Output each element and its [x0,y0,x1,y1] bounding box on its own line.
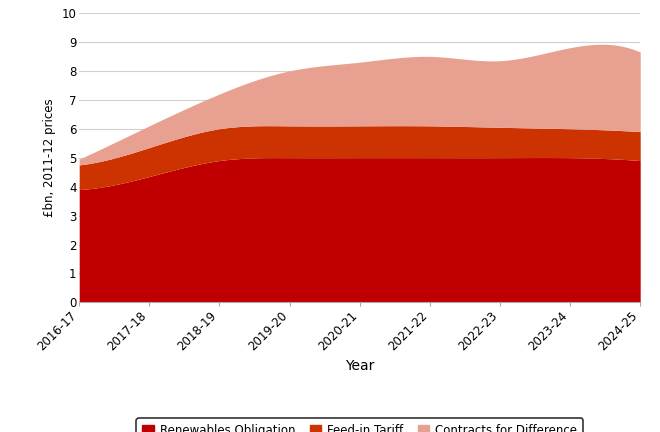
Y-axis label: £bn, 2011-12 prices: £bn, 2011-12 prices [43,98,56,217]
X-axis label: Year: Year [345,359,374,373]
Legend: Renewables Obligation, Feed-in Tariff, Contracts for Difference: Renewables Obligation, Feed-in Tariff, C… [136,418,583,432]
